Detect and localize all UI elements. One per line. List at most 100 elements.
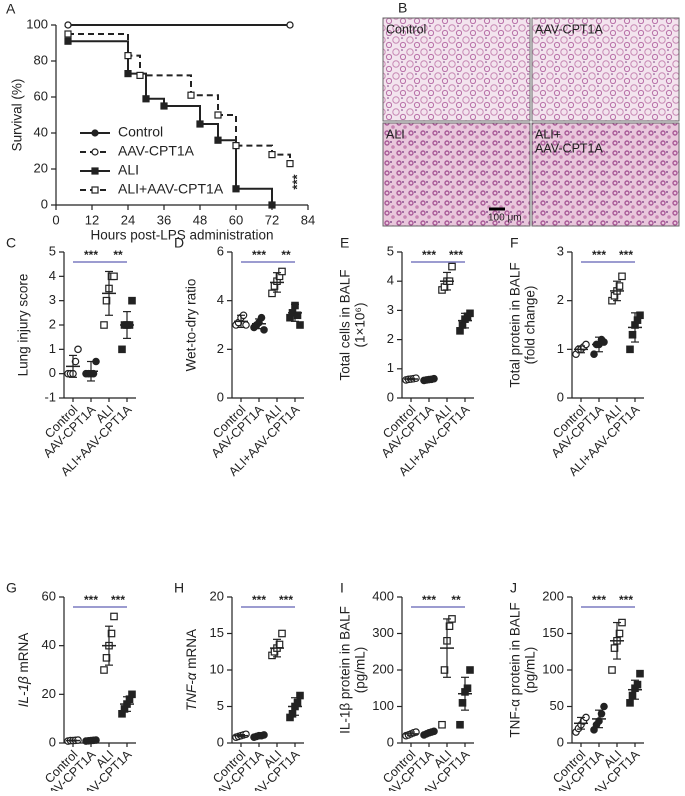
y-tick-label: 60	[34, 88, 48, 103]
marker	[438, 720, 446, 729]
significance-label: ***	[619, 593, 633, 607]
marker	[74, 345, 82, 354]
legend-label: Control	[118, 124, 163, 140]
y-tick-label: 4	[49, 268, 56, 283]
marker	[445, 622, 454, 631]
x-tick-label: 12	[85, 212, 99, 227]
marker	[128, 296, 136, 305]
marker	[91, 186, 99, 194]
marker	[610, 644, 619, 652]
marker	[91, 148, 99, 156]
significance-label: **	[113, 248, 123, 262]
x-tick-label: 24	[121, 212, 135, 227]
marker	[102, 654, 111, 662]
y-tick-label: 0	[557, 389, 564, 404]
y-tick-label: 300	[372, 625, 394, 640]
marker	[288, 709, 297, 718]
y-tick-label: 150	[542, 625, 564, 640]
marker	[618, 272, 626, 281]
y-tick-label: 80	[34, 52, 48, 67]
y-tick-label: 4	[217, 292, 224, 307]
y-axis-label: IL-1β mRNA	[16, 633, 31, 707]
marker	[600, 338, 608, 346]
y-tick-label: 3	[557, 243, 564, 258]
image-label: Control	[386, 22, 426, 36]
marker	[268, 201, 276, 209]
marker	[107, 629, 116, 638]
y-tick-label: 5	[387, 243, 394, 258]
y-axis-label: TNF-α mRNA	[184, 629, 199, 711]
marker	[278, 629, 286, 638]
marker	[128, 690, 136, 699]
marker	[440, 666, 449, 674]
x-tick-label: 60	[229, 212, 243, 227]
image-label: AAV-CPT1A	[535, 22, 604, 36]
panel-label: A	[6, 1, 16, 17]
y-tick-label: 1	[49, 341, 56, 356]
y-tick-label: 0	[387, 734, 394, 749]
annotation: ***	[289, 173, 304, 189]
y-tick-label: 40	[42, 637, 56, 652]
marker	[64, 21, 72, 29]
significance-label: ***	[592, 593, 606, 607]
y-tick-label: 6	[217, 243, 224, 258]
y-tick-label: 100	[26, 16, 48, 31]
marker	[232, 142, 240, 150]
significance-label: ***	[252, 593, 266, 607]
marker	[633, 680, 642, 689]
significance-label: ***	[422, 248, 436, 262]
panel-label: F	[510, 235, 519, 251]
y-tick-label: 2	[387, 331, 394, 346]
marker	[91, 167, 99, 175]
y-axis-label: (pg/mL)	[353, 647, 368, 694]
marker	[296, 321, 304, 329]
y-axis-label: (fold change)	[523, 286, 538, 365]
significance-label: ***	[111, 593, 125, 607]
marker	[286, 160, 294, 168]
marker	[626, 345, 634, 354]
marker	[636, 669, 644, 678]
marker	[118, 345, 126, 354]
y-axis-label-italic: TNF-α	[184, 671, 199, 711]
y-tick-label: 15	[210, 625, 224, 640]
marker	[160, 102, 168, 110]
panel-label: J	[510, 580, 517, 596]
y-tick-label: 0	[217, 734, 224, 749]
marker	[286, 21, 294, 29]
y-axis-label: Survival (%)	[10, 79, 25, 152]
marker	[600, 702, 608, 711]
marker	[628, 330, 637, 339]
panel-label: G	[6, 580, 17, 596]
histology-image	[382, 17, 531, 122]
y-axis-label: Wet-to-dry ratio	[184, 279, 199, 372]
y-tick-label: 1	[387, 360, 394, 375]
y-axis-label: Total cells in BALF	[338, 269, 353, 380]
marker	[214, 111, 222, 119]
significance-label: ***	[449, 248, 463, 262]
y-axis-label-italic: IL-1β	[16, 676, 31, 707]
significance-label: ***	[422, 593, 436, 607]
y-tick-label: 2	[557, 292, 564, 307]
image-label: AAV-CPT1A	[535, 141, 604, 155]
marker	[615, 629, 624, 638]
panel-label: D	[174, 235, 184, 251]
marker	[615, 282, 624, 290]
y-axis-label: (1×10⁶)	[353, 303, 368, 348]
x-tick-label: 72	[265, 212, 279, 227]
y-tick-label: 100	[372, 698, 394, 713]
y-tick-label: 20	[210, 588, 224, 603]
y-tick-label: 50	[550, 698, 564, 713]
marker	[187, 91, 195, 99]
marker	[100, 321, 108, 329]
marker	[448, 262, 456, 271]
marker	[278, 267, 286, 276]
legend-label: ALI	[118, 162, 139, 178]
marker	[232, 185, 240, 193]
x-tick-label: 36	[157, 212, 171, 227]
panel-label: I	[340, 580, 344, 596]
marker	[582, 340, 590, 349]
marker	[636, 311, 644, 320]
marker	[466, 666, 474, 674]
x-tick-label: 0	[52, 212, 59, 227]
histology-image	[531, 17, 680, 122]
